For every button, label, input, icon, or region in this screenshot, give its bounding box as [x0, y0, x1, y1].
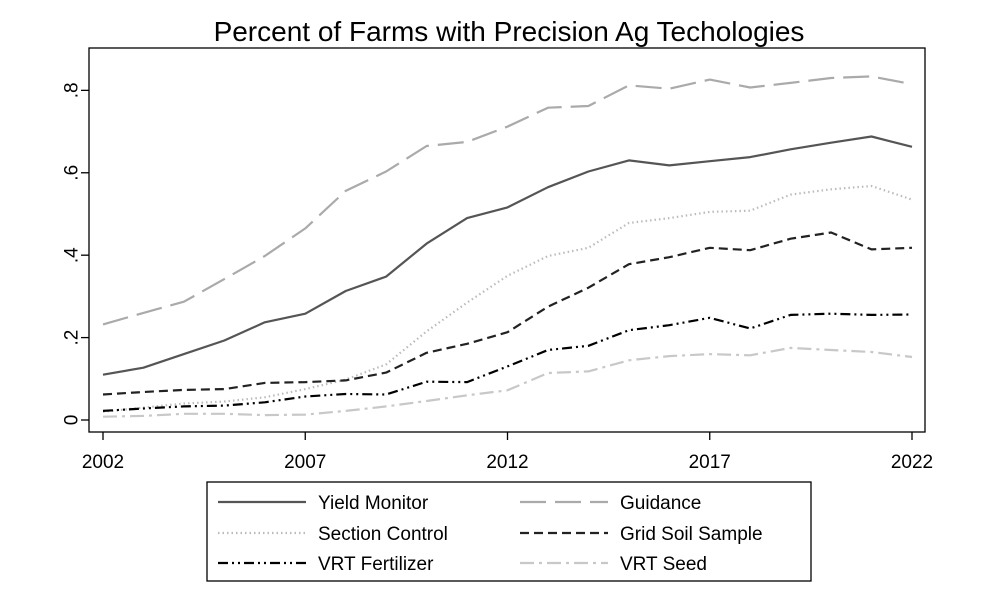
legend-label: Yield Monitor — [318, 493, 429, 514]
y-tick-label: .4 — [62, 247, 83, 263]
y-tick-label: .2 — [62, 330, 83, 346]
axes: 2002 2007 2012 2017 2022 0 .2 .4 .6 .8 — [62, 82, 934, 473]
legend-frame — [206, 481, 812, 582]
series-lines — [102, 75, 913, 418]
series-line-section-control — [102, 184, 913, 413]
y-tick-label: 0 — [62, 415, 83, 426]
legend-label: Grid Soil Sample — [620, 524, 763, 545]
y-tick-label: .6 — [62, 165, 83, 181]
x-tick-label: 2022 — [891, 452, 933, 473]
legend: Yield Monitor Guidance Section Control Grid… — [206, 481, 812, 582]
chart-title: Percent of Farms with Precision Ag Techo… — [214, 16, 805, 47]
legend-label: Section Control — [318, 524, 448, 545]
series-line-vrt-seed — [102, 346, 913, 418]
legend-label: VRT Fertilizer — [318, 554, 434, 575]
series-line-grid-soil-sample — [102, 231, 913, 396]
legend-items: Yield Monitor Guidance Section Control Grid… — [218, 493, 763, 575]
x-tick-label: 2012 — [486, 452, 528, 473]
y-tick-label: .8 — [62, 82, 83, 98]
legend-label: VRT Seed — [620, 554, 707, 575]
x-tick-label: 2002 — [82, 452, 124, 473]
series-line-guidance — [102, 75, 913, 326]
x-tick-label: 2017 — [689, 452, 731, 473]
series-line-yield-monitor — [102, 135, 913, 376]
legend-label: Guidance — [620, 493, 701, 514]
x-tick-label: 2007 — [284, 452, 326, 473]
series-line-vrt-fertilizer — [102, 312, 913, 412]
